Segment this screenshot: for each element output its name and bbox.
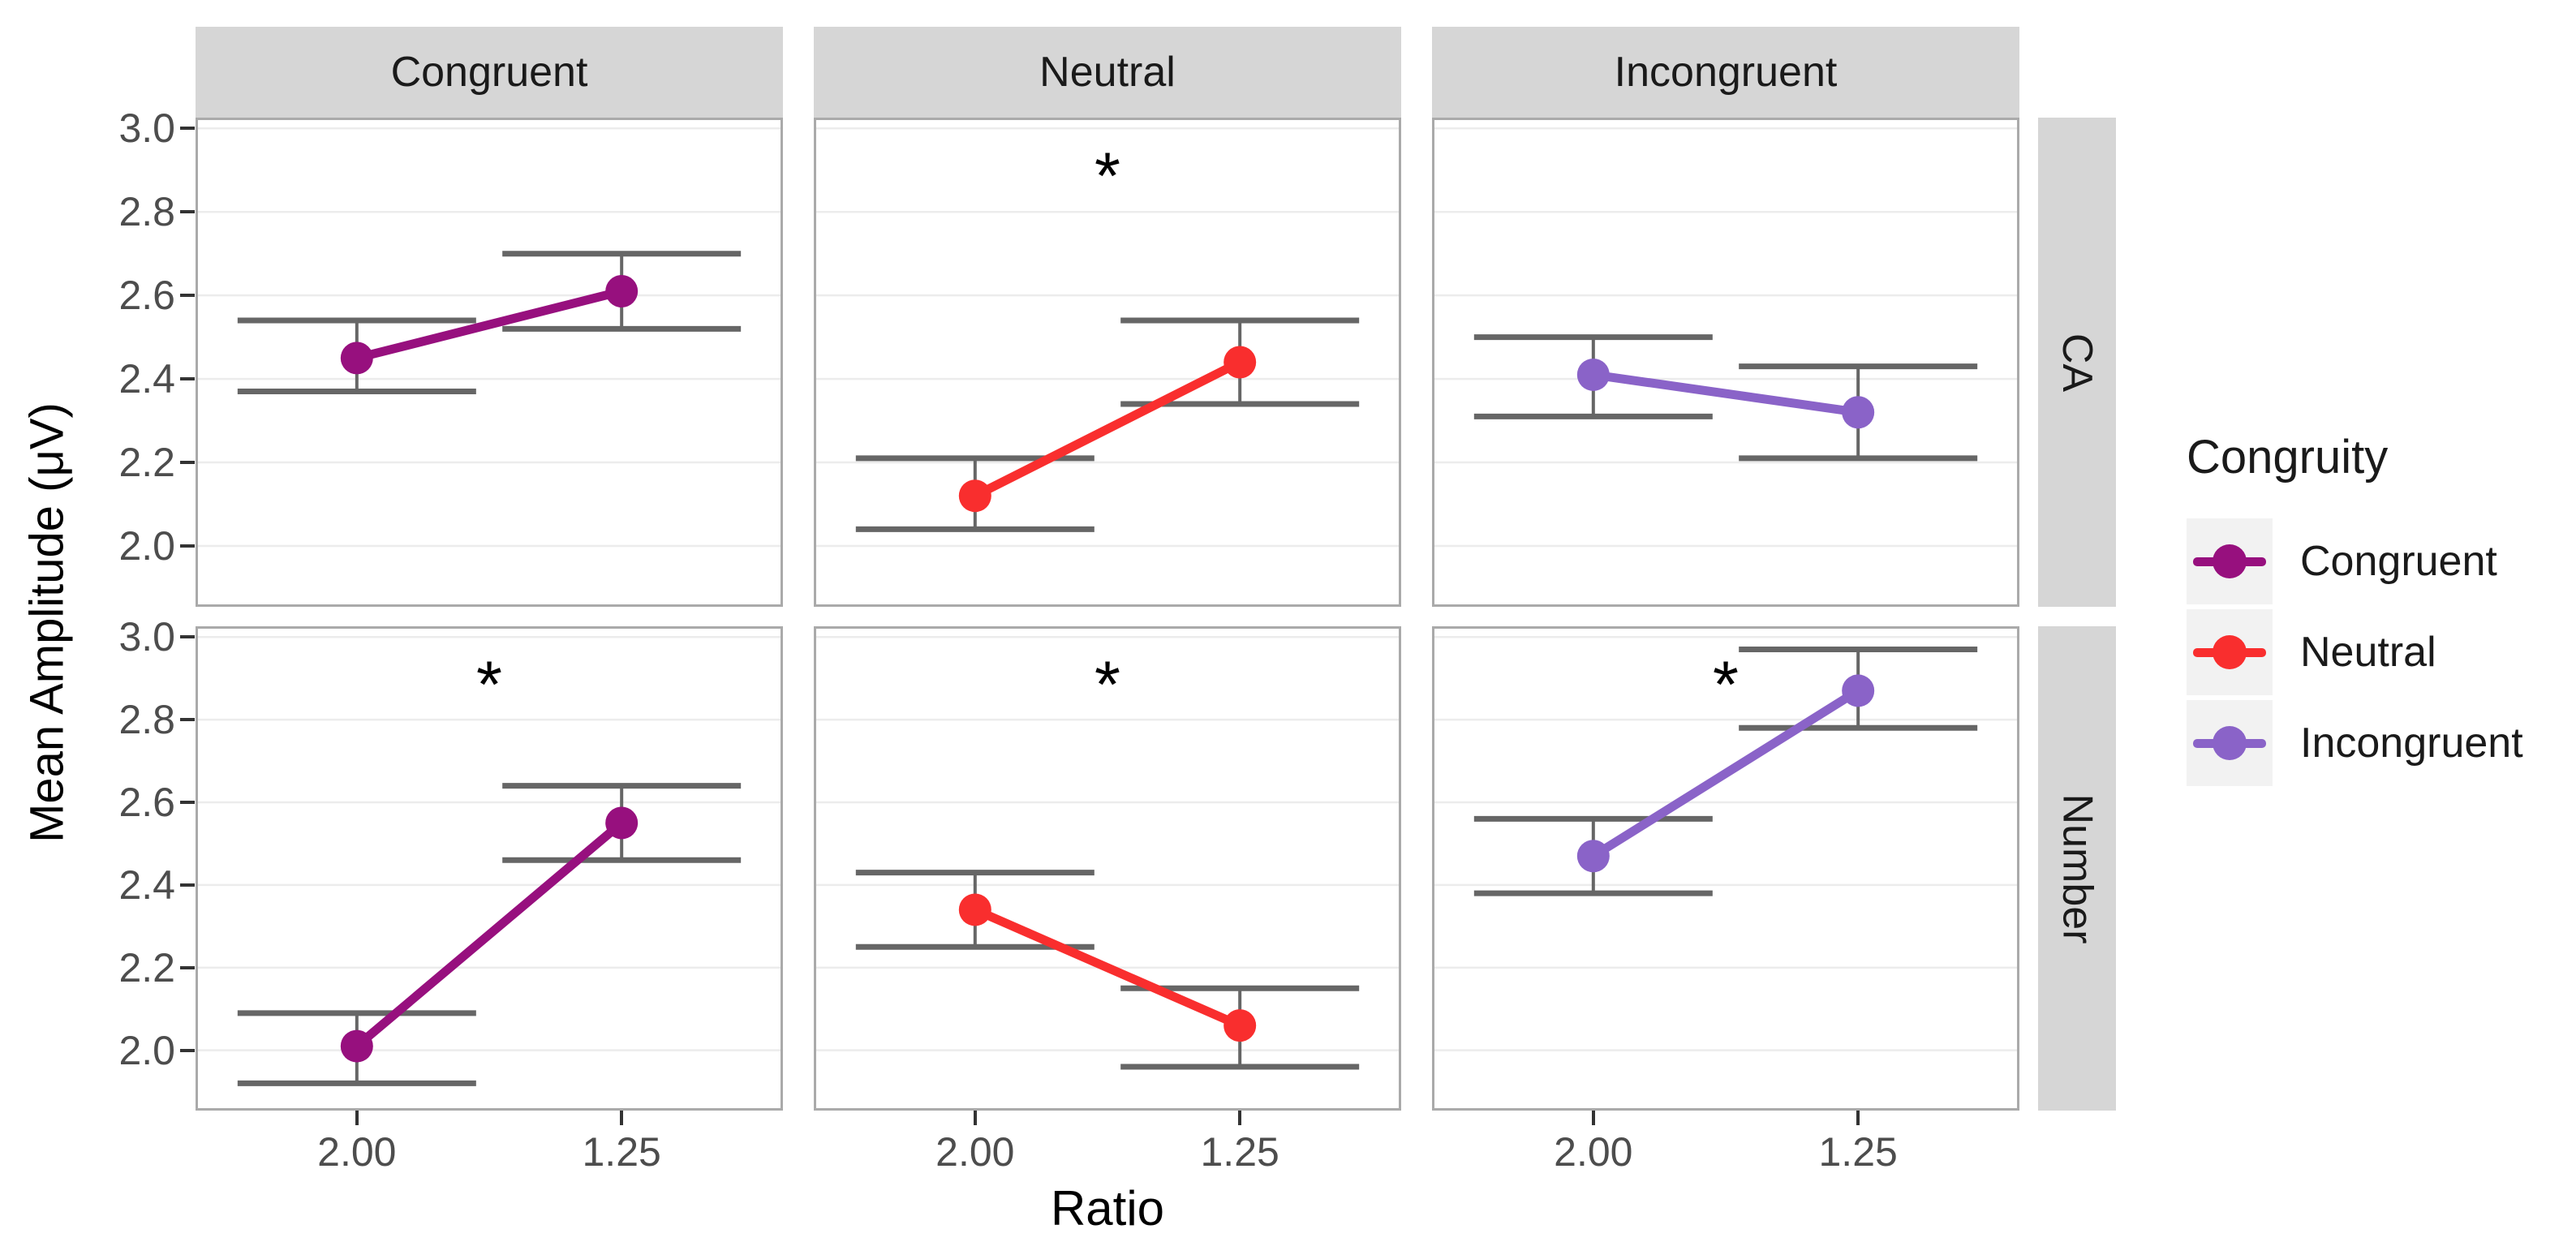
y-axis-tick-label: 2.6 bbox=[118, 273, 175, 319]
legend-item-neutral: Neutral bbox=[2187, 609, 2523, 695]
significance-asterisk-number-congruent: * bbox=[476, 648, 502, 722]
significance-asterisk-number-incongruent: * bbox=[1713, 648, 1739, 722]
facet-panel-number-neutral bbox=[814, 626, 1401, 1111]
legend-key-swatch bbox=[2187, 518, 2273, 604]
y-axis-tick-mark bbox=[180, 965, 195, 969]
facet-strip-congruent: Congruent bbox=[196, 27, 783, 118]
x-axis-tick-mark bbox=[355, 1111, 359, 1125]
x-axis-tick-mark bbox=[620, 1111, 624, 1125]
facet-panel-number-incongruent bbox=[1432, 626, 2019, 1111]
y-axis-tick-mark bbox=[180, 635, 195, 639]
data-point bbox=[605, 275, 639, 308]
x-axis-tick-label: 1.25 bbox=[582, 1129, 661, 1175]
facet-strip-incongruent-label: Incongruent bbox=[1614, 49, 1838, 96]
y-axis-tick-mark bbox=[180, 883, 195, 887]
data-point bbox=[1842, 396, 1875, 429]
facet-strip-neutral-label: Neutral bbox=[1039, 49, 1176, 96]
y-axis-tick-mark bbox=[180, 800, 195, 804]
facet-strip-number: Number bbox=[2038, 626, 2116, 1111]
y-axis-tick-mark bbox=[180, 544, 195, 548]
facet-strip-ca-label: CA bbox=[2053, 333, 2101, 392]
data-point bbox=[958, 893, 991, 926]
x-axis-title: Ratio bbox=[1050, 1181, 1165, 1236]
legend-key-swatch bbox=[2187, 700, 2273, 786]
x-axis-tick-mark bbox=[973, 1111, 977, 1125]
y-axis-tick-mark bbox=[180, 718, 195, 722]
series-line bbox=[1589, 370, 1863, 417]
y-axis-tick-label: 2.0 bbox=[118, 522, 175, 569]
data-point bbox=[1842, 674, 1875, 707]
data-point bbox=[340, 342, 373, 375]
y-axis-tick-label: 2.2 bbox=[118, 944, 175, 991]
y-axis-tick-label: 2.6 bbox=[118, 779, 175, 825]
series-line bbox=[970, 358, 1245, 501]
facet-panel-ca-congruent bbox=[196, 118, 783, 607]
y-axis-tick-label: 2.4 bbox=[118, 862, 175, 908]
y-axis-tick-mark bbox=[180, 461, 195, 465]
legend: Congruity Congruent Neutral Incongruent bbox=[2187, 430, 2523, 791]
legend-item-label: Neutral bbox=[2300, 629, 2436, 676]
y-axis-tick-label: 2.4 bbox=[118, 356, 175, 402]
x-axis-tick-mark bbox=[1238, 1111, 1242, 1125]
facet-panel-ca-incongruent bbox=[1432, 118, 2019, 607]
data-point bbox=[605, 806, 639, 840]
legend-item-label: Congruent bbox=[2300, 538, 2497, 585]
series-line bbox=[970, 905, 1245, 1030]
legend-key-point bbox=[2213, 635, 2247, 669]
legend-item-congruent: Congruent bbox=[2187, 518, 2523, 604]
y-axis-tick-label: 2.2 bbox=[118, 440, 175, 486]
x-axis-tick-label: 1.25 bbox=[1818, 1129, 1898, 1175]
data-point bbox=[1223, 1009, 1257, 1042]
legend-key-point bbox=[2213, 544, 2247, 578]
y-axis-tick-mark bbox=[180, 377, 195, 381]
series-line bbox=[1589, 685, 1863, 861]
facet-panel-number-congruent bbox=[196, 626, 783, 1111]
x-axis-tick-label: 1.25 bbox=[1200, 1129, 1279, 1175]
facet-strip-neutral: Neutral bbox=[814, 27, 1401, 118]
facet-strip-ca: CA bbox=[2038, 118, 2116, 607]
data-point bbox=[1223, 346, 1257, 379]
data-point bbox=[1576, 358, 1610, 391]
significance-asterisk-number-neutral: * bbox=[1094, 648, 1120, 722]
y-axis-tick-label: 2.8 bbox=[118, 189, 175, 235]
legend-key-point bbox=[2213, 726, 2247, 760]
y-axis-tick-mark bbox=[180, 294, 195, 298]
y-axis-tick-label: 3.0 bbox=[118, 614, 175, 660]
facet-strip-number-label: Number bbox=[2053, 793, 2101, 943]
y-axis-tick-mark bbox=[180, 210, 195, 214]
facet-panel-ca-neutral bbox=[814, 118, 1401, 607]
series-line bbox=[352, 818, 626, 1051]
legend-key-swatch bbox=[2187, 609, 2273, 695]
y-axis-tick-label: 2.0 bbox=[118, 1027, 175, 1073]
facet-strip-congruent-label: Congruent bbox=[390, 49, 588, 96]
legend-item-incongruent: Incongruent bbox=[2187, 700, 2523, 786]
significance-asterisk-ca-neutral: * bbox=[1094, 140, 1120, 213]
x-axis-tick-mark bbox=[1856, 1111, 1860, 1125]
x-axis-tick-label: 2.00 bbox=[1554, 1129, 1633, 1175]
series-line bbox=[352, 286, 626, 363]
legend-title: Congruity bbox=[2187, 431, 2389, 483]
data-point bbox=[1576, 840, 1610, 873]
legend-items: Congruent Neutral Incongruent bbox=[2187, 518, 2523, 786]
facet-strip-incongruent: Incongruent bbox=[1432, 27, 2019, 118]
y-axis-tick-label: 3.0 bbox=[118, 105, 175, 152]
legend-item-label: Incongruent bbox=[2300, 720, 2523, 767]
data-point bbox=[340, 1029, 373, 1063]
x-axis-tick-mark bbox=[1591, 1111, 1595, 1125]
data-point bbox=[958, 479, 991, 513]
x-axis-tick-label: 2.00 bbox=[317, 1129, 397, 1175]
y-axis-tick-mark bbox=[180, 1048, 195, 1052]
y-axis-tick-mark bbox=[180, 127, 195, 131]
y-axis-tick-label: 2.8 bbox=[118, 697, 175, 743]
x-axis-tick-label: 2.00 bbox=[935, 1129, 1015, 1175]
